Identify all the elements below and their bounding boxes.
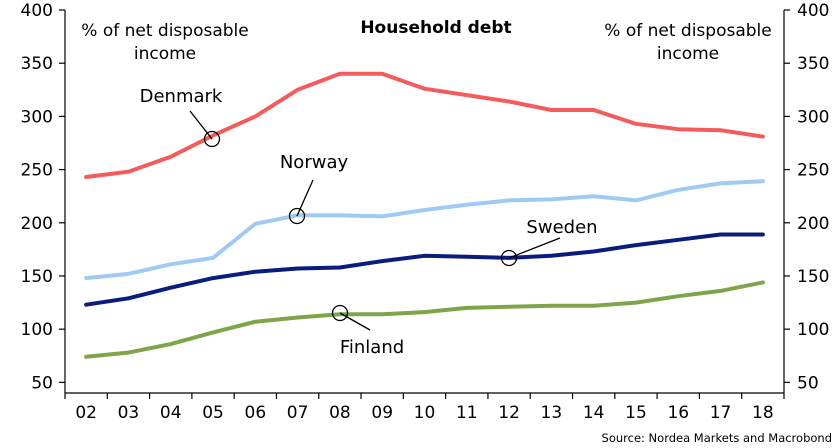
denmark-pointer-line bbox=[189, 110, 213, 140]
x-tick-label: 07 bbox=[287, 403, 309, 423]
finland-pointer-line bbox=[339, 312, 371, 331]
x-tick-label: 18 bbox=[752, 403, 774, 423]
y-tick-label-right: 200 bbox=[797, 214, 829, 234]
sweden-pointer-circle bbox=[500, 249, 518, 267]
y-tick-label-left: 150 bbox=[21, 267, 53, 287]
denmark-pointer-circle bbox=[203, 130, 221, 148]
y-tick-label-left: 50 bbox=[31, 373, 53, 393]
right-unit-label-line1: % of net disposable bbox=[604, 21, 771, 41]
x-tick-label: 08 bbox=[329, 403, 351, 423]
series-label-finland: Finland bbox=[340, 337, 404, 358]
y-tick-label-right: 350 bbox=[797, 54, 829, 74]
x-tick-label: 03 bbox=[118, 403, 140, 423]
x-tick-label: 04 bbox=[160, 403, 182, 423]
y-ticks-right: 50 100 150 200 250 300 350 400 bbox=[784, 1, 829, 393]
norway-pointer-line bbox=[296, 179, 314, 217]
finland-pointer-circle bbox=[331, 304, 349, 322]
y-tick-label-left: 250 bbox=[21, 161, 53, 181]
series-annotations: Denmark Norway Sweden Finland bbox=[140, 86, 598, 358]
y-tick-label-right: 300 bbox=[797, 107, 829, 127]
x-ticks: 02 03 04 05 06 07 08 09 10 11 12 13 14 15 16 17 18 bbox=[64, 393, 785, 423]
series-label-denmark: Denmark bbox=[140, 86, 223, 107]
axes: 50 100 150 200 250 300 350 400 50 100 150 200 250 30… bbox=[21, 1, 830, 423]
x-tick-label: 16 bbox=[667, 403, 689, 423]
series-label-sweden: Sweden bbox=[526, 217, 597, 238]
x-tick-label: 14 bbox=[583, 403, 605, 423]
sweden-pointer-line bbox=[508, 237, 561, 259]
y-ticks-left: 50 100 150 200 250 300 350 400 bbox=[21, 1, 65, 393]
series-line-sweden bbox=[84, 232, 765, 307]
y-tick-label-left: 200 bbox=[21, 214, 53, 234]
right-unit-label-line2: income bbox=[657, 44, 719, 64]
x-tick-label: 02 bbox=[75, 403, 97, 423]
x-tick-label: 15 bbox=[625, 403, 647, 423]
y-tick-label-left: 350 bbox=[21, 54, 53, 74]
series-line-norway bbox=[84, 179, 765, 281]
series-line-denmark bbox=[84, 71, 765, 179]
y-tick-label-right: 50 bbox=[797, 373, 819, 393]
y-tick-label-right: 400 bbox=[797, 1, 829, 21]
y-tick-label-right: 100 bbox=[797, 320, 829, 340]
x-tick-label: 05 bbox=[202, 403, 224, 423]
y-tick-label-right: 150 bbox=[797, 267, 829, 287]
y-tick-label-left: 100 bbox=[21, 320, 53, 340]
x-tick-label: 10 bbox=[414, 403, 436, 423]
left-unit-label-line1: % of net disposable bbox=[81, 21, 248, 41]
x-tick-label: 09 bbox=[371, 403, 393, 423]
x-tick-label: 06 bbox=[245, 403, 267, 423]
y-tick-label-left: 300 bbox=[21, 107, 53, 127]
x-tick-label: 12 bbox=[498, 403, 520, 423]
source-note: Source: Nordea Markets and Macrobond bbox=[602, 431, 832, 445]
chart-title: Household debt bbox=[360, 18, 511, 38]
norway-pointer-circle bbox=[288, 207, 306, 225]
series-label-norway: Norway bbox=[280, 152, 349, 173]
x-tick-label: 17 bbox=[710, 403, 732, 423]
y-tick-label-left: 400 bbox=[21, 1, 53, 21]
x-tick-label: 11 bbox=[456, 403, 478, 423]
series-lines bbox=[84, 71, 765, 359]
series-line-finland bbox=[84, 280, 765, 359]
y-tick-label-right: 250 bbox=[797, 161, 829, 181]
left-unit-label-line2: income bbox=[134, 44, 196, 64]
x-tick-label: 13 bbox=[541, 403, 563, 423]
